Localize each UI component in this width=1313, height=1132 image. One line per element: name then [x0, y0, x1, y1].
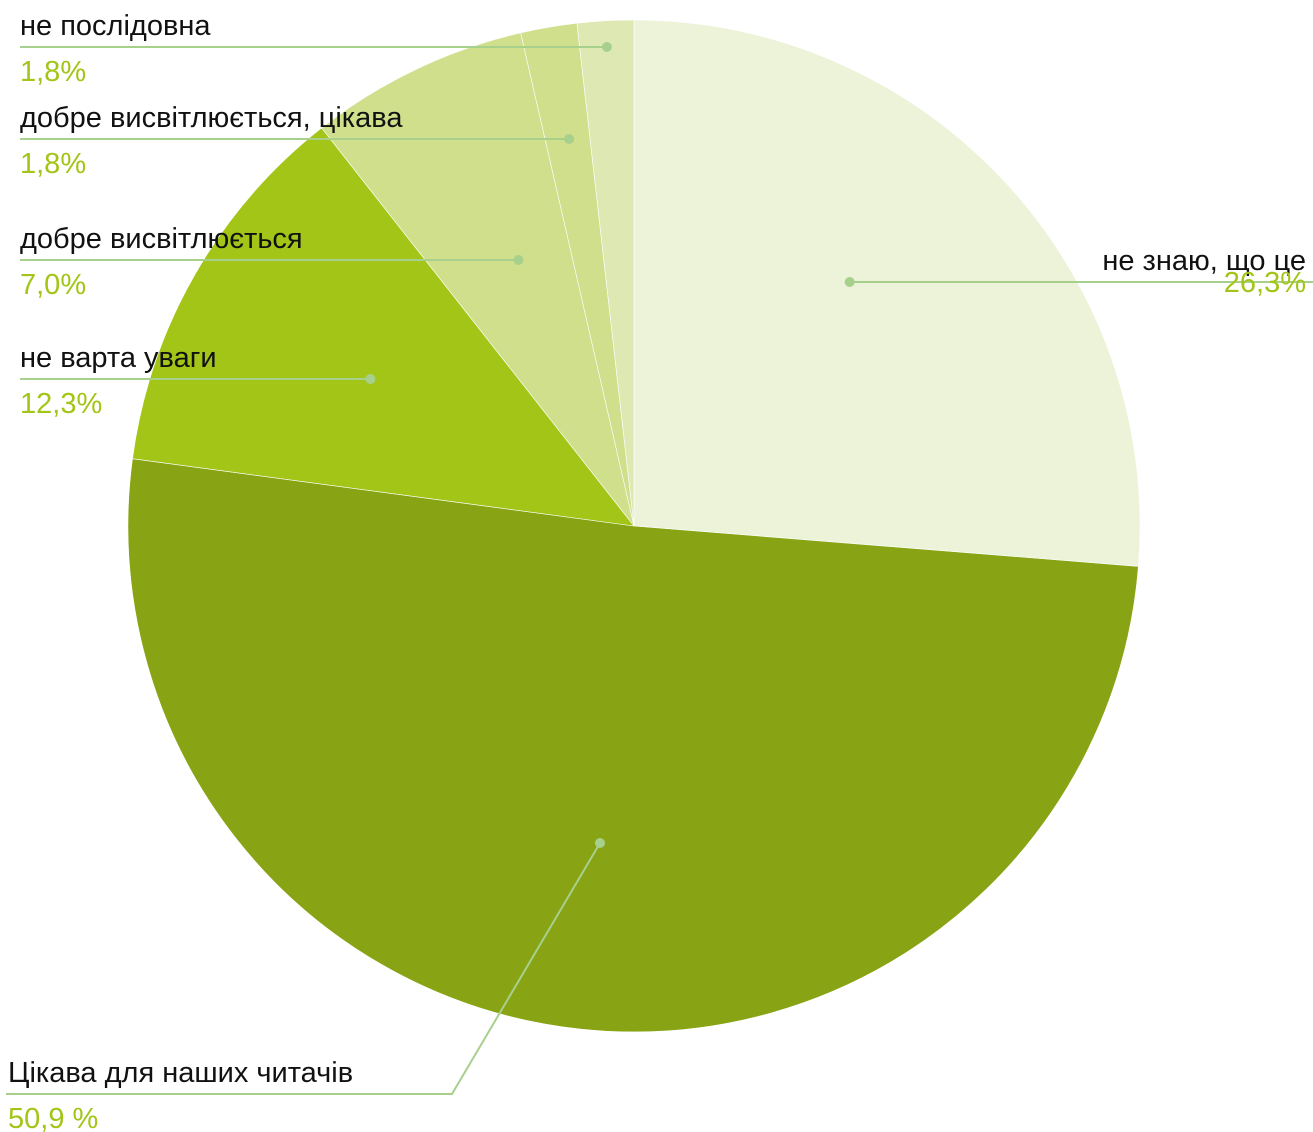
pie-slice-0: [633, 19, 1141, 567]
pie-slice-3: [321, 32, 635, 527]
pct-ne-varta-uvahy: 12,3%: [20, 388, 102, 420]
leader-dot-1: [595, 838, 605, 848]
pie-slice-5: [576, 19, 635, 527]
pie-slice-2: [132, 127, 635, 527]
leader-line-1: [6, 842, 601, 1095]
pct-dobre-vysvitl: 7,0%: [20, 269, 86, 301]
label-ne-znayu: не знаю, що це: [1102, 245, 1306, 277]
pct-dobre-tsikava: 1,8%: [20, 148, 86, 180]
leader-dot-2: [365, 374, 376, 384]
pie-slice-1: [127, 458, 1139, 1033]
pct-ne-znayu: 26,3%: [1224, 267, 1306, 299]
leader-dot-5: [601, 42, 612, 52]
pct-tsikava: 50,9 %: [8, 1103, 98, 1132]
slice-labels: не знаю, що це 26,3% Цікава для наших чи…: [8, 10, 1306, 1132]
label-dobre-vysvitl: добре висвітлюється: [20, 223, 303, 255]
leader-lines: [6, 42, 1313, 1095]
leader-dot-0: [844, 277, 855, 287]
pie-slices: [127, 19, 1141, 1033]
leader-dot-4: [564, 134, 575, 144]
leader-dot-3: [513, 255, 524, 265]
pct-ne-poslidovna: 1,8%: [20, 56, 86, 88]
label-dobre-tsikava: добре висвітлюється, цікава: [20, 102, 403, 134]
label-tsikava: Цікава для наших читачів: [8, 1057, 353, 1089]
label-ne-poslidovna: не послідовна: [20, 10, 211, 42]
label-ne-varta-uvahy: не варта уваги: [20, 342, 217, 374]
